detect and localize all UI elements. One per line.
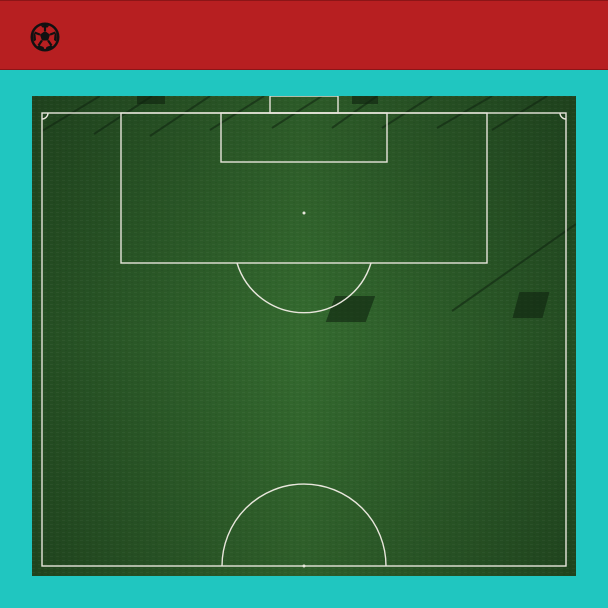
top-bar [0,0,608,70]
soccer-field-image [32,96,576,576]
soccer-ball-icon[interactable] [29,21,61,53]
